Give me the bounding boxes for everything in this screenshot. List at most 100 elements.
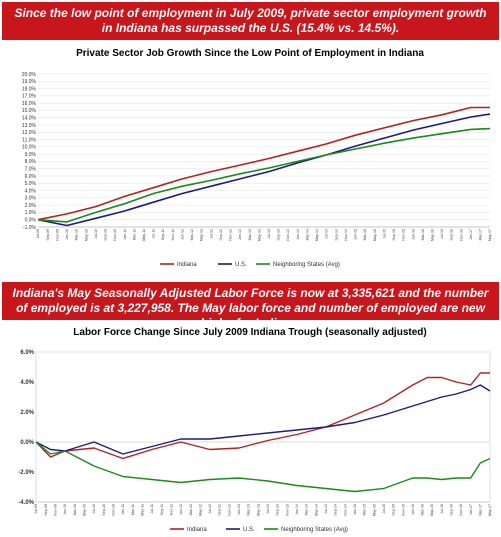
c1-y-tick-label: 1.0% [25, 210, 37, 216]
c1-x-tick-label: Sep-09 [46, 229, 50, 241]
c2-x-tick-label: Jul-16 [440, 504, 444, 514]
c2-x-tick-label: Mar-16 [421, 504, 425, 515]
c2-x-tick-label: Sep-09 [44, 504, 48, 516]
c1-x-tick-label: May-14 [315, 229, 319, 241]
c2-x-tick-label: Nov-10 [111, 504, 115, 516]
c2-series-line-0 [35, 372, 490, 460]
c1-legend-label-0: Indiana [177, 262, 197, 268]
c1-x-tick-label: Sep-12 [219, 229, 223, 241]
c1-x-tick-label: Mar-12 [190, 229, 194, 240]
c1-x-tick-label: Mar-17 [479, 229, 483, 240]
c1-y-tick-label: 8.0% [25, 159, 37, 165]
c1-x-tick-label: Nov-12 [229, 229, 233, 241]
c2-x-tick-label: Jan-12 [179, 504, 183, 515]
c2-plot-frame [35, 351, 491, 503]
c1-x-tick-label: May-10 [84, 229, 88, 241]
c2-x-tick-label: May-11 [140, 504, 144, 516]
labor-force-change-chart: Labor Force Change Since July 2009 India… [18, 327, 492, 533]
c1-x-tick-label: Sep-16 [450, 229, 454, 241]
c1-x-tick-label: Nov-10 [113, 229, 117, 241]
c1-x-tick-label: Nov-15 [402, 229, 406, 241]
c2-x-tick-label: Nov-15 [401, 504, 405, 516]
c2-x-tick-label: Nov-16 [459, 504, 463, 516]
c1-x-tick-label: Jul-10 [94, 229, 98, 239]
c2-x-tick-label: Jul-10 [92, 504, 96, 514]
c2-x-tick-label: Sep-15 [392, 504, 396, 516]
c1-y-tick-label: 10.0% [22, 145, 37, 151]
c1-x-tick-label: Mar-15 [363, 229, 367, 240]
c2-x-tick-label: Jan-13 [237, 504, 241, 515]
c2-y-tick-label: -4.0% [18, 500, 34, 506]
c1-x-tick-label: Nov-14 [344, 229, 348, 241]
c1-x-tick-label: Jul-16 [440, 229, 444, 239]
c2-y-tick-label: 4.0% [20, 380, 34, 386]
c2-x-tick-label: Mar-13 [247, 504, 251, 515]
c1-y-tick-label: 20.0% [22, 72, 37, 78]
c1-x-tick-label: Jul-14 [325, 229, 329, 239]
top-headline-banner: Since the low point of employment in Jul… [2, 2, 499, 40]
c1-x-tick-label: Jul-12 [209, 229, 213, 239]
c1-x-tick-label: Jan-15 [354, 229, 358, 240]
c2-y-tick-label: -2.0% [18, 470, 34, 476]
c2-x-tick-label: Sep-13 [276, 504, 280, 516]
c2-x-tick-label: Jan-10 [63, 504, 67, 515]
c1-x-tick-label: Jan-17 [469, 229, 473, 240]
c2-x-tick-label: Jul-11 [150, 504, 154, 514]
c2-x-tick-label: Jan-14 [295, 504, 299, 515]
c1-x-tick-label: Jan-13 [238, 229, 242, 240]
c2-x-tick-label: Sep-12 [218, 504, 222, 516]
c1-x-tick-label: Nov-09 [55, 229, 59, 241]
c2-x-tick-label: Jul-12 [208, 504, 212, 514]
c2-x-tick-label: Jan-15 [353, 504, 357, 515]
c1-x-tick-label: Jan-12 [180, 229, 184, 240]
c2-x-tick-label: May-16 [430, 504, 434, 516]
c2-x-tick-label: Jan-17 [469, 504, 473, 515]
c1-legend-label-2: Neighboring States (Avg) [273, 262, 340, 268]
c2-x-tick-label: Mar-14 [305, 504, 309, 515]
c2-legend-label-1: U.S. [243, 527, 255, 533]
c1-x-tick-label: Mar-16 [421, 229, 425, 240]
c1-series-line-0 [37, 106, 490, 221]
c1-x-tick-label: Jan-14 [296, 229, 300, 240]
c1-y-tick-label: 13.0% [22, 123, 37, 129]
c1-x-tick-label: May-11 [142, 229, 146, 241]
c1-x-tick-label: Sep-15 [392, 229, 396, 241]
c2-x-tick-label: Nov-11 [169, 504, 173, 515]
c2-x-tick-label: May-10 [82, 504, 86, 516]
c2-x-tick-label: May-13 [256, 504, 260, 516]
c1-series-line-2 [37, 127, 491, 223]
c1-x-tick-label: Jan-16 [411, 229, 415, 240]
c1-y-tick-label: 17.0% [22, 94, 37, 100]
c2-x-tick-label: Mar-15 [363, 504, 367, 515]
c1-y-tick-label: -1.0% [23, 225, 37, 231]
chart1-title: Private Sector Job Growth Since the Low … [76, 48, 424, 59]
c1-legend-label-1: U.S. [235, 262, 247, 268]
c1-x-tick-label: Mar-14 [305, 229, 309, 240]
c1-x-tick-label: Sep-14 [334, 229, 338, 241]
c1-y-tick-label: 7.0% [25, 167, 37, 173]
c2-x-tick-label: Sep-10 [102, 504, 106, 516]
c1-y-tick-label: 14.0% [22, 116, 37, 122]
c2-y-tick-label: 6.0% [20, 350, 34, 356]
c2-x-tick-label: Jul-15 [382, 504, 386, 514]
c2-legend-label-0: Indiana [187, 527, 207, 533]
c2-x-tick-label: May-14 [314, 504, 318, 516]
c2-x-tick-label: Jul-14 [324, 504, 328, 514]
c2-x-tick-label: May-17 [488, 504, 492, 516]
c2-series-line-1 [35, 384, 491, 455]
private-sector-job-growth-chart: Private Sector Job Growth Since the Low … [22, 48, 492, 268]
c1-x-tick-label: Mar-10 [75, 229, 79, 240]
c1-x-tick-label: Mar-11 [132, 229, 136, 240]
c1-x-tick-label: May-16 [430, 229, 434, 241]
c1-x-tick-label: May-15 [373, 229, 377, 241]
c1-y-tick-label: 3.0% [25, 196, 37, 202]
c1-x-tick-label: Jan-11 [123, 229, 127, 240]
c2-y-tick-label: 0.0% [20, 440, 34, 446]
c1-x-tick-label: Sep-11 [161, 229, 165, 240]
c2-x-tick-label: May-12 [198, 504, 202, 516]
c1-series-line-1 [37, 113, 491, 227]
c1-x-tick-label: May-13 [257, 229, 261, 241]
c1-y-tick-label: 12.0% [22, 130, 37, 136]
c2-x-tick-label: Jan-16 [411, 504, 415, 515]
c1-x-tick-label: Sep-13 [277, 229, 281, 241]
